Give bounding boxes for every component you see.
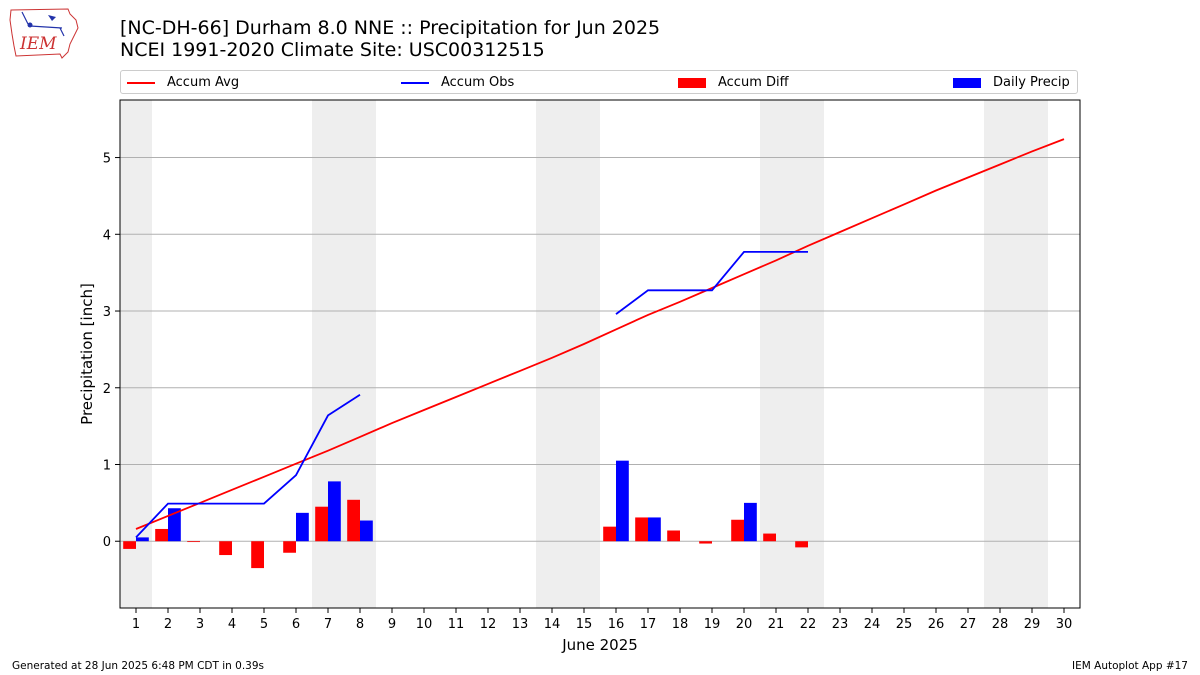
weekend-band [120, 100, 152, 608]
x-tick-label: 1 [132, 617, 140, 632]
x-tick-label: 19 [704, 617, 721, 632]
flag-icon [48, 15, 56, 21]
x-tick-label: 27 [960, 617, 977, 632]
x-tick-label: 21 [768, 617, 785, 632]
accum-diff-bar [219, 541, 232, 556]
daily-precip-bar [328, 481, 341, 542]
x-axis-label: June 2025 [561, 636, 638, 654]
x-tick-label: 3 [196, 617, 204, 632]
accum-diff-bar [731, 519, 744, 542]
legend-label: Accum Obs [441, 75, 515, 90]
x-tick-label: 2 [164, 617, 172, 632]
x-tick-label: 26 [928, 617, 945, 632]
y-tick-label: 4 [103, 228, 111, 243]
weekend-band [536, 100, 600, 608]
accum-diff-bar [635, 517, 648, 542]
station-line [29, 25, 63, 29]
x-tick-label: 4 [228, 617, 236, 632]
x-tick-label: 15 [576, 617, 593, 632]
x-tick-label: 25 [896, 617, 913, 632]
x-tick-label: 7 [324, 617, 332, 632]
x-tick-label: 20 [736, 617, 753, 632]
y-tick-label: 2 [103, 382, 111, 397]
legend-swatch-accum-diff [678, 78, 706, 88]
x-tick-label: 16 [608, 617, 625, 632]
accum-diff-bar [763, 533, 776, 542]
x-tick-label: 30 [1056, 617, 1073, 632]
legend-swatch-accum-obs [401, 82, 429, 84]
daily-precip-bar [648, 517, 661, 542]
legend-label: Daily Precip [993, 75, 1070, 90]
x-tick-label: 14 [544, 617, 561, 632]
accum-obs-line [135, 393, 361, 539]
bars [123, 460, 808, 569]
legend-swatch-accum-avg [127, 82, 155, 84]
accum-diff-bar [155, 528, 168, 542]
accum-diff-bar [187, 541, 200, 543]
y-tick-label: 5 [103, 152, 111, 167]
wind-barb [21, 11, 29, 25]
y-axis-label: Precipitation [inch] [78, 283, 96, 425]
accum-diff-bar [123, 541, 136, 549]
chart-title: [NC-DH-66] Durham 8.0 NNE :: Precipitati… [120, 17, 661, 39]
accum-obs-line [615, 250, 808, 315]
x-tick-label: 24 [864, 617, 881, 632]
accum-diff-bar [667, 530, 680, 542]
daily-precip-bar [296, 512, 309, 542]
x-tick-label: 11 [448, 617, 465, 632]
x-tick-label: 6 [292, 617, 300, 632]
daily-precip-bar [136, 537, 149, 542]
chart-subtitle: NCEI 1991-2020 Climate Site: USC00312515 [120, 39, 545, 61]
legend: Accum Avg Accum Obs Accum Diff Daily Pre… [120, 70, 1078, 94]
legend-swatch-daily-precip [953, 78, 981, 88]
x-tick-label: 10 [416, 617, 433, 632]
anemometer-icon [59, 27, 65, 37]
weekend-band [984, 100, 1048, 608]
accum-diff-bar [699, 541, 712, 544]
iowa-outline [9, 8, 79, 59]
grid-lines [120, 157, 1080, 542]
x-tick-label: 22 [800, 617, 817, 632]
footer-generated: Generated at 28 Jun 2025 6:48 PM CDT in … [12, 660, 265, 672]
accum-diff-bar [283, 541, 296, 553]
x-tick-label: 28 [992, 617, 1009, 632]
y-tick-label: 3 [103, 305, 111, 320]
daily-precip-bar [168, 508, 181, 542]
daily-precip-bar [616, 460, 629, 542]
y-axis: 0 1 2 3 4 5 [103, 152, 120, 550]
legend-label: Accum Diff [718, 75, 789, 90]
x-tick-label: 29 [1024, 617, 1041, 632]
x-tick-label: 5 [260, 617, 268, 632]
x-tick-label: 13 [512, 617, 529, 632]
legend-label: Accum Avg [167, 75, 240, 90]
x-tick-label: 8 [356, 617, 364, 632]
daily-precip-bar [744, 502, 757, 542]
y-tick-label: 0 [103, 535, 111, 550]
x-tick-label: 12 [480, 617, 497, 632]
x-tick-label: 23 [832, 617, 849, 632]
y-tick-label: 1 [103, 459, 111, 474]
weekend-shading [120, 100, 1048, 608]
x-axis: 1 2 3 4 5 6 7 8 9 10 11 12 13 14 15 16 17 18 19 20 21 22 23 24 2… [132, 608, 1072, 632]
daily-precip-bar [360, 520, 373, 542]
accum-diff-bar [315, 506, 328, 542]
accum-diff-bar [603, 526, 616, 542]
series-lines [135, 138, 1065, 539]
iem-logo: IEM [9, 8, 79, 59]
footer-app: IEM Autoplot App #17 [1072, 660, 1188, 672]
x-tick-label: 18 [672, 617, 689, 632]
x-tick-label: 17 [640, 617, 657, 632]
x-tick-label: 9 [388, 617, 396, 632]
accum-diff-bar [795, 541, 808, 548]
accum-diff-bar [251, 541, 264, 569]
accum-diff-bar [347, 499, 360, 542]
accum-avg-line [135, 138, 1065, 530]
plot-frame [119, 99, 1081, 609]
weekend-band [760, 100, 824, 608]
logo-text: IEM [19, 34, 57, 54]
